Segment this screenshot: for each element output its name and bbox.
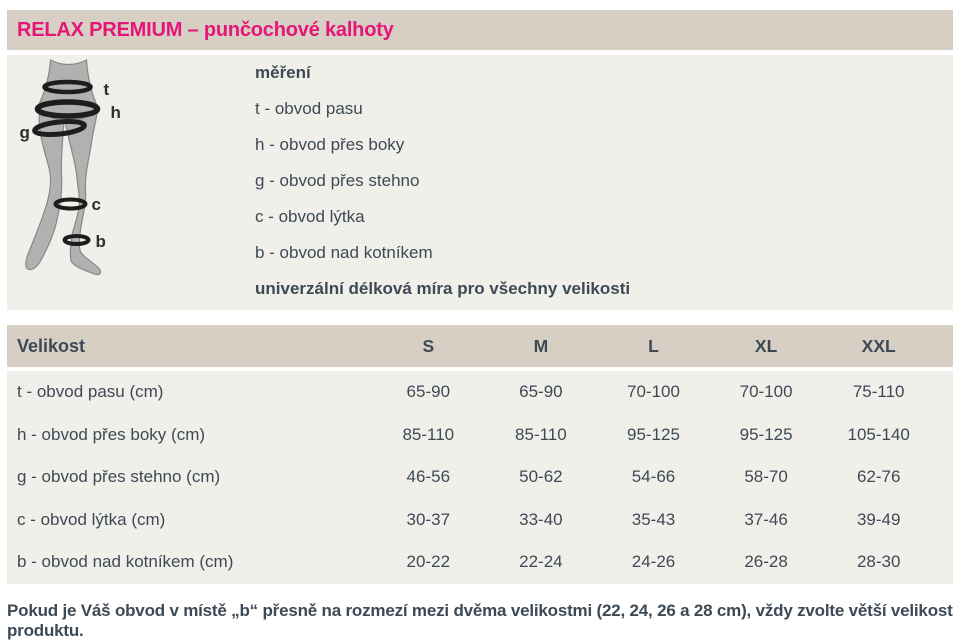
cell-l: 95-125 (627, 424, 680, 444)
cell-xl: 70-100 (739, 382, 793, 402)
table-row: b - obvod nad kotníkem (cm) 20-22 22-24 … (7, 541, 953, 584)
cell-m: 85-110 (515, 424, 567, 444)
cell-m: 22-24 (519, 552, 563, 572)
legend-item-t: t - obvod pasu (255, 99, 363, 118)
page-title: RELAX PREMIUM – punčochové kalhoty (17, 18, 394, 41)
band-label-t: t (104, 80, 110, 99)
band-label-g: g (20, 123, 30, 142)
band-t (42, 79, 93, 95)
header-size-l: L (648, 335, 659, 356)
cell-xl: 58-70 (744, 467, 788, 487)
band-label-b: b (96, 232, 106, 251)
row-label: c - obvod lýtka (cm) (17, 509, 166, 529)
row-label: g - obvod přes stehno (cm) (17, 467, 221, 487)
header-size-xl: XL (754, 335, 778, 356)
header-velikost: Velikost (17, 335, 86, 356)
table-row: h - obvod přes boky (cm) 85-110 85-110 9… (7, 414, 953, 457)
band-b (62, 234, 91, 246)
size-table-header: Velikost S M L XL XXL (7, 325, 953, 367)
cell-l: 70-100 (627, 382, 680, 402)
cell-s: 20-22 (406, 552, 451, 572)
band-label-h: h (111, 103, 121, 122)
measurement-section: t h g c b měření t - obvod pasu h - obvo… (7, 55, 953, 310)
cell-xxl: 28-30 (856, 552, 901, 572)
cell-l: 24-26 (631, 552, 676, 572)
legs-measurement-diagram: t h g c b (20, 59, 121, 276)
cell-m: 33-40 (519, 509, 563, 529)
legend-universal-note: univerzální délková míra pro všechny vel… (255, 279, 631, 298)
band-c (53, 197, 88, 211)
header-size-m: M (533, 335, 549, 356)
cell-xl: 37-46 (744, 509, 788, 529)
band-label-c: c (92, 195, 101, 214)
row-label: b - obvod nad kotníkem (cm) (17, 552, 234, 572)
legs-diagram-wrap: t h g c b (10, 58, 150, 293)
band-h (34, 99, 101, 119)
cell-s: 65-90 (406, 382, 451, 402)
cell-xxl: 62-76 (856, 467, 901, 487)
band-g (32, 118, 87, 138)
table-row: c - obvod lýtka (cm) 30-37 33-40 35-43 3… (7, 499, 953, 542)
legend-item-g: g - obvod přes stehno (255, 171, 420, 190)
left-leg-silhouette (25, 112, 66, 271)
footer-sizing-note: Pokud je Váš obvod v místě „b“ přesně na… (7, 600, 953, 640)
table-row: g - obvod přes stehno (cm) 46-56 50-62 5… (7, 456, 953, 499)
cell-s: 46-56 (406, 467, 451, 487)
cell-s: 30-37 (406, 509, 451, 529)
table-row: t - obvod pasu (cm) 65-90 65-90 70-100 7… (7, 371, 953, 414)
cell-xl: 26-28 (744, 552, 788, 572)
legend-heading: měření (255, 63, 311, 82)
header-size-s: S (422, 335, 435, 356)
row-label: h - obvod přes boky (cm) (17, 424, 206, 444)
size-table-body: t - obvod pasu (cm) 65-90 65-90 70-100 7… (7, 371, 953, 584)
cell-s: 85-110 (402, 424, 455, 444)
row-label: t - obvod pasu (cm) (17, 382, 164, 402)
legend-item-h: h - obvod přes boky (255, 135, 405, 154)
cell-l: 54-66 (631, 467, 676, 487)
legend-item-b: b - obvod nad kotníkem (255, 243, 433, 262)
title-bar: RELAX PREMIUM – punčochové kalhoty (7, 10, 953, 50)
cell-xl: 95-125 (739, 424, 793, 444)
cell-xxl: 105-140 (847, 424, 910, 444)
legend-item-c: c - obvod lýtka (255, 207, 365, 226)
cell-xxl: 75-110 (852, 382, 905, 402)
cell-m: 65-90 (519, 382, 563, 402)
cell-l: 35-43 (631, 509, 676, 529)
cell-xxl: 39-49 (856, 509, 901, 529)
cell-m: 50-62 (519, 467, 563, 487)
measurement-legend: měření t - obvod pasu h - obvod přes bok… (255, 55, 630, 307)
header-size-xxl: XXL (861, 335, 896, 356)
